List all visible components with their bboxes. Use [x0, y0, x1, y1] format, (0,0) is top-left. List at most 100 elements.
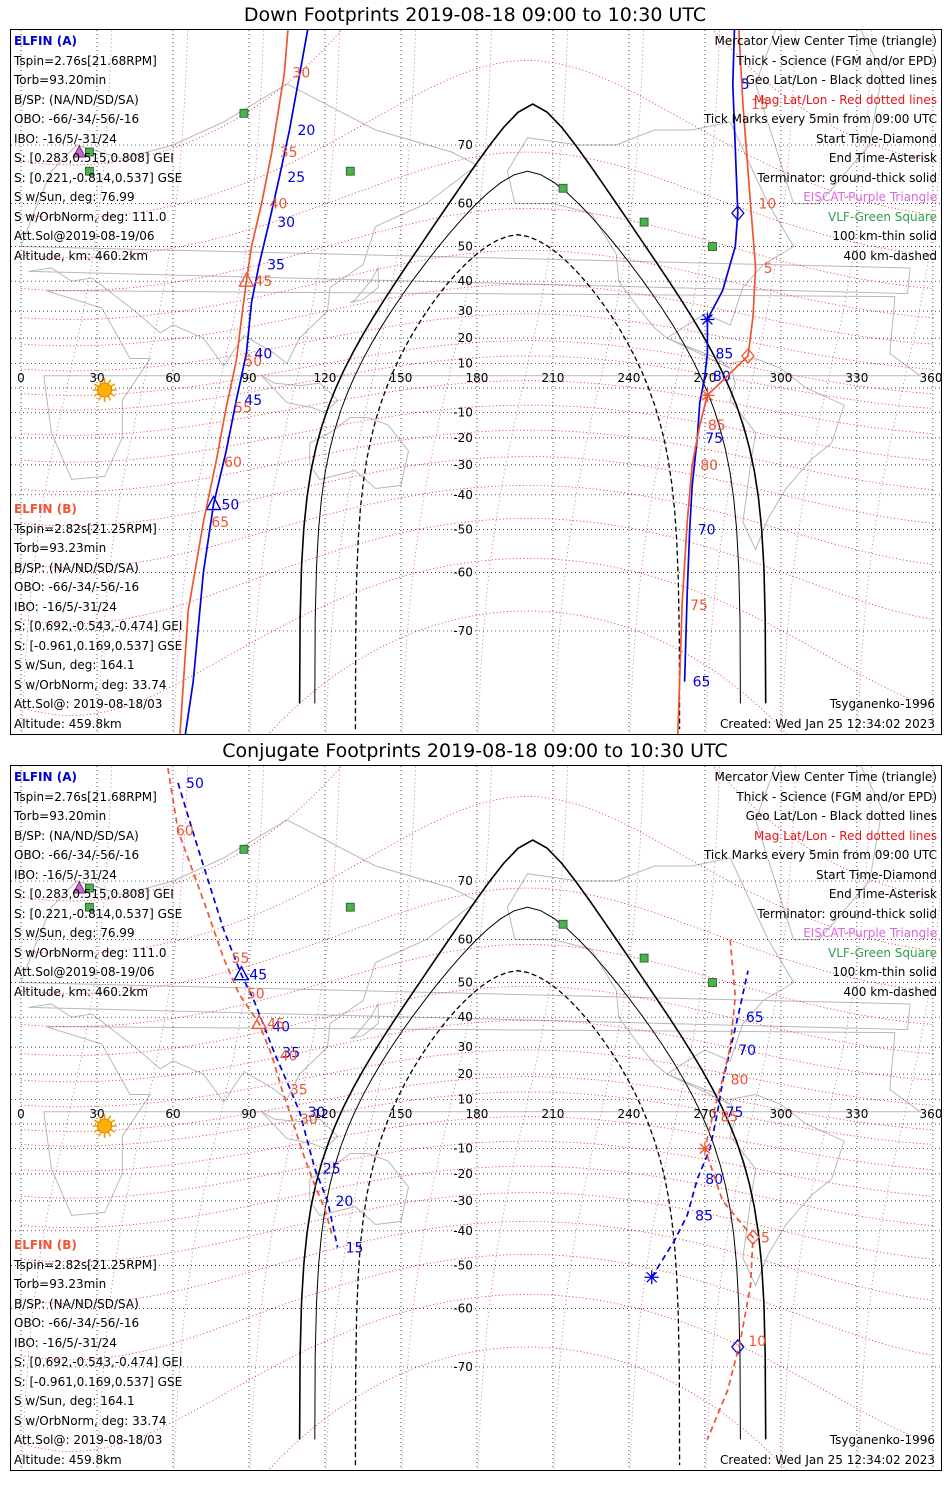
mag-lat-gridline	[20, 557, 934, 717]
elfin-b-ibo: IBO: -16/5/-31/24	[14, 599, 117, 614]
end-asterisk	[702, 314, 713, 325]
elfin-b-torb: Torb=93.23min	[14, 541, 107, 555]
vlf-square	[239, 844, 249, 854]
tick-time-label: 30	[292, 66, 310, 82]
mag-lat-gridline	[20, 1192, 933, 1263]
continent-outline	[20, 83, 911, 367]
elfin-a-attsol: Att.Sol@2019-08-19/06	[14, 965, 155, 979]
footprint-track	[184, 30, 309, 734]
legend-400km: 400 km-dashed	[843, 984, 937, 999]
end-asterisk	[699, 1143, 711, 1154]
mag-lon-gridline	[705, 766, 797, 1470]
elfin-a-s-gse: S: [0.221,-0.814,0.537] GSE	[14, 906, 183, 921]
vlf-square	[558, 919, 568, 929]
footprint-track	[179, 30, 289, 734]
elfin-b-altitude: Altitude: 459.8km	[14, 1453, 122, 1467]
tick-time-label: 25	[287, 170, 305, 186]
elfin-a-bsp: B/SP: (NA/ND/SD/SA)	[14, 828, 139, 843]
mag-lat-gridline	[20, 1049, 933, 1108]
mag-lat-gridline	[20, 456, 933, 527]
vlf-square	[639, 953, 649, 963]
footprint-track	[177, 782, 339, 1248]
vlf-square	[239, 108, 249, 118]
elfin-b-s-orbnorm: S w/OrbNorm, deg: 33.74	[14, 1413, 167, 1428]
continent-outline	[350, 266, 379, 303]
center-time-triangle	[233, 965, 250, 981]
terminator-100km	[314, 170, 741, 704]
y-tick-label: -10	[453, 1142, 473, 1156]
center-time-triangle	[250, 1014, 268, 1030]
sun-ray	[107, 379, 112, 385]
mag-lat-gridline	[20, 380, 933, 436]
legend-geo-latlon: Geo Lat/Lon - Black dotted lines	[745, 73, 937, 87]
y-tick-label: -40	[453, 1224, 473, 1238]
eiscat-triangle	[72, 144, 87, 158]
legend-100km: 100 km-thin solid	[832, 965, 937, 979]
x-tick-label: 300	[769, 371, 792, 385]
y-tick-label: 60	[458, 933, 473, 947]
y-tick-label: -10	[453, 406, 473, 420]
vlf-square	[345, 166, 355, 176]
tick-time-label: 35	[280, 145, 298, 161]
elfin-a-s-gei: S: [0.283,0.515,0.808] GEI	[14, 151, 174, 165]
y-tick-label: -40	[453, 488, 473, 502]
legend-start-diamond: Start Time-Diamond	[815, 867, 937, 882]
mag-lon-gridline	[249, 766, 341, 1470]
eiscat-triangle	[72, 880, 87, 894]
vlf-square	[558, 183, 568, 193]
y-tick-label: -30	[453, 1194, 473, 1208]
mag-lat-gridline	[20, 1116, 933, 1172]
vlf-square	[708, 242, 717, 251]
panel-2-map: 0 30 60 90 120 150 180 210 240 270 300 330 360 70 60 50…	[11, 766, 941, 1470]
mag-lon-gridline	[21, 30, 113, 734]
mag-lon-gridline	[553, 30, 645, 734]
x-tick-label: 60	[165, 371, 180, 385]
sun-ray	[110, 1128, 116, 1133]
elfin-a-ibo: IBO: -16/5/-31/24	[14, 131, 117, 146]
sun-ray	[93, 383, 99, 388]
mag-lon-gridline	[629, 30, 721, 734]
mag-lon-gridline	[553, 766, 645, 1470]
tick-time-label: 60	[176, 823, 194, 839]
elfin-b-s-orbnorm: S w/OrbNorm, deg: 33.74	[14, 677, 167, 692]
mag-lon-gridline	[97, 30, 189, 734]
start-diamond	[746, 1229, 760, 1246]
mag-lon-gridline	[21, 766, 113, 1470]
continent-outline	[261, 1111, 339, 1150]
legend-eiscat: EISCAT-Purple Triangle	[803, 926, 937, 940]
x-tick-label: 240	[617, 371, 640, 385]
legend-end-asterisk: End Time-Asterisk	[828, 887, 937, 901]
footprint-track	[650, 970, 749, 1278]
tick-time-label: 50	[222, 498, 240, 514]
tick-time-label: 45	[254, 274, 272, 290]
elfin-b-altitude: Altitude: 459.8km	[14, 717, 122, 731]
sun-ray	[110, 1119, 116, 1124]
continent-outline	[755, 766, 883, 941]
tick-time-label: 40	[272, 1020, 290, 1036]
model-label: Tsyganenko-1996	[829, 697, 935, 711]
x-tick-label: 150	[389, 1107, 412, 1121]
tick-time-label: 80	[731, 1072, 749, 1088]
tick-time-label: 35	[290, 1082, 308, 1098]
legend-vlf: VLF-Green Square	[828, 945, 937, 960]
tick-time-label: 65	[693, 675, 711, 691]
tick-time-label: 45	[267, 1016, 285, 1032]
tick-time-label: 20	[297, 123, 315, 139]
legend-mercator: Mercator View Center Time (triangle)	[714, 34, 937, 48]
tick-time-label: 65	[211, 515, 229, 531]
x-tick-label: 0	[17, 1107, 25, 1121]
legend-thick-science: Thick - Science (FGM and/or EPD)	[736, 53, 937, 68]
y-tick-label: 20	[458, 331, 473, 345]
tick-time-label: 30	[300, 1112, 318, 1128]
x-tick-label: 270	[693, 1107, 716, 1121]
mag-lat-gridline	[20, 1140, 933, 1199]
continent-outline	[309, 417, 410, 490]
tick-time-label: 30	[308, 1105, 326, 1121]
tick-time-label: 55	[234, 401, 252, 417]
y-tick-label: -20	[453, 1167, 473, 1181]
legend-400km: 400 km-dashed	[843, 248, 937, 263]
x-tick-label: 0	[17, 371, 25, 385]
center-time-triangle	[238, 271, 255, 287]
tick-time-label: 35	[267, 258, 285, 274]
tick-time-label: 80	[705, 1172, 723, 1188]
